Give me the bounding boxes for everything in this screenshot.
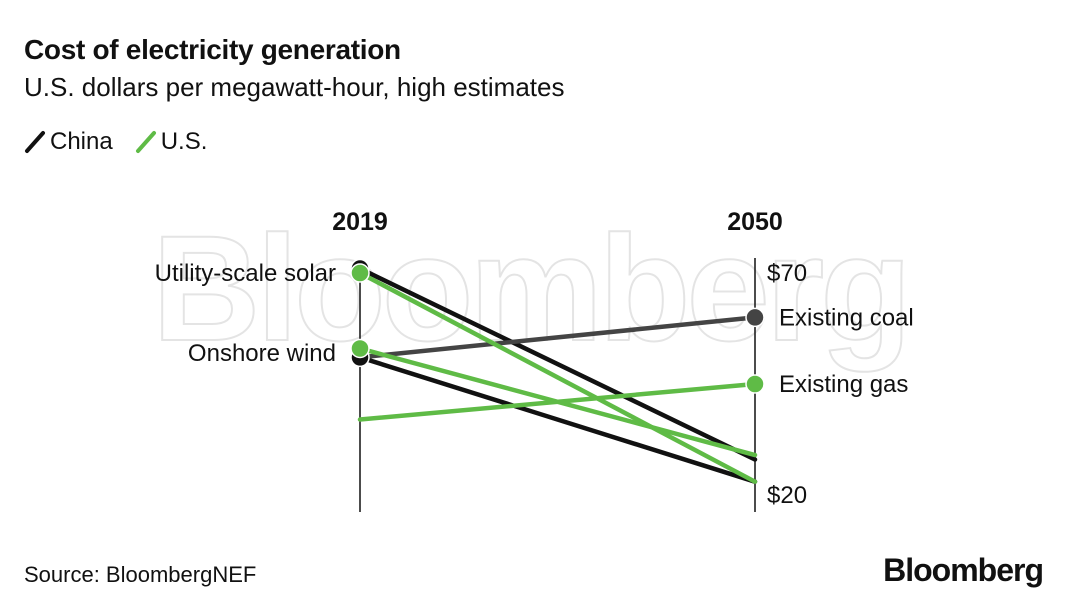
- legend-item-us: U.S.: [135, 128, 208, 156]
- series-line-china-0: [357, 266, 758, 462]
- legend: China U.S.: [24, 128, 229, 156]
- right-label-1: Existing gas: [779, 371, 908, 398]
- legend-item-china: China: [24, 128, 113, 156]
- chart-title: Cost of electricity generation: [24, 34, 401, 65]
- series-lines: [357, 266, 758, 484]
- start-marker-us-3: [350, 338, 370, 359]
- source-note: Source: BloombergNEF: [24, 562, 257, 587]
- series-line-us-3: [357, 270, 758, 484]
- series-line-china-1: [357, 355, 758, 484]
- bloomberg-logo: Bloomberg: [883, 552, 1044, 588]
- series-line-china-2: [357, 315, 758, 360]
- series-markers: [350, 258, 765, 394]
- start-marker-us-1: [350, 263, 370, 283]
- y-tick-label-1: $20: [767, 482, 807, 509]
- chart-labels: 2019 2050 Utility-scale solar Onshore wind E…: [155, 208, 914, 509]
- legend-label-us: U.S.: [160, 128, 208, 155]
- end-marker-china-2: [745, 307, 765, 328]
- slope-chart: Bloomberg 2019 2050 Utility-scale solar Ons…: [151, 203, 914, 512]
- year-label-2019: 2019: [332, 208, 388, 236]
- legend-label-china: China: [50, 128, 113, 155]
- y-tick-label-0: $70: [767, 260, 807, 287]
- legend-swatch-china: [25, 131, 45, 153]
- left-label-1: Onshore wind: [188, 340, 336, 367]
- chart-subtitle: U.S. dollars per megawatt-hour, high est…: [24, 72, 565, 102]
- watermark-logo: Bloomberg: [152, 204, 908, 372]
- legend-swatch-us: [135, 131, 156, 153]
- year-label-2050: 2050: [727, 208, 783, 236]
- left-label-0: Utility-scale solar: [155, 260, 336, 287]
- right-label-0: Existing coal: [779, 304, 914, 331]
- series-line-us-5: [357, 381, 758, 422]
- end-marker-us-5: [745, 374, 765, 394]
